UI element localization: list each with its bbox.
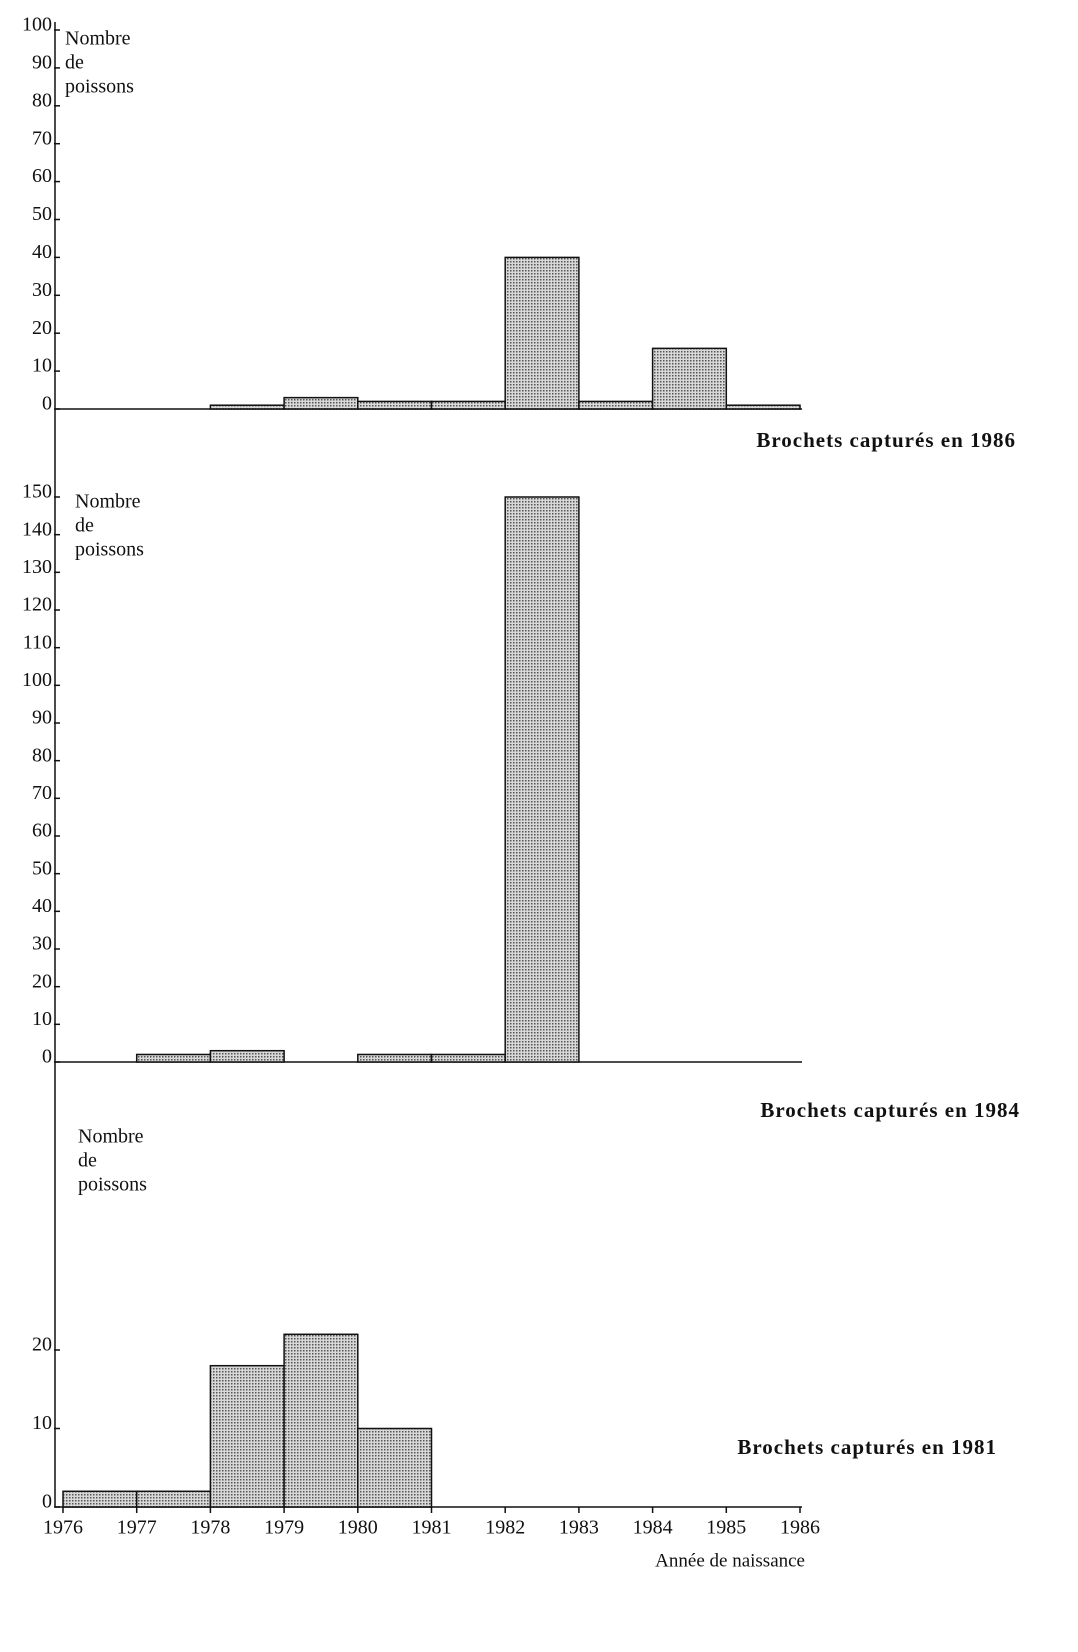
y-tick-label: 70: [32, 782, 52, 804]
bar: [430, 400, 506, 410]
y-axis-label: Nombre: [65, 28, 131, 50]
y-axis-label: poissons: [65, 76, 134, 98]
y-tick-label: 150: [22, 481, 52, 503]
y-tick-label: 80: [32, 89, 52, 111]
chart-title: Brochets capturés en 1984: [760, 1098, 1020, 1122]
y-tick-label: 20: [32, 1334, 52, 1356]
x-tick-label: 1978: [190, 1517, 230, 1539]
x-tick-label: 1980: [338, 1517, 378, 1539]
bar: [135, 1490, 212, 1508]
y-axis-label: Nombre: [78, 1126, 144, 1148]
bar: [357, 400, 433, 410]
y-tick-label: 0: [42, 1046, 52, 1068]
bar: [504, 256, 580, 410]
y-tick-label: 90: [32, 51, 52, 73]
y-tick-label: 50: [32, 203, 52, 225]
y-tick-label: 100: [22, 669, 52, 691]
y-tick-label: 30: [32, 279, 52, 301]
y-tick-label: 60: [32, 165, 52, 187]
bar: [62, 1490, 138, 1508]
x-tick-label: 1982: [485, 1517, 525, 1539]
x-tick-label: 1979: [264, 1517, 304, 1539]
y-axis-label: poissons: [78, 1174, 147, 1196]
y-tick-label: 120: [22, 594, 52, 616]
bar: [283, 1333, 359, 1508]
y-tick-label: 0: [42, 1491, 52, 1513]
x-tick-label: 1983: [559, 1517, 599, 1539]
x-axis-label: Année de naissance: [655, 1550, 805, 1571]
bar: [725, 404, 801, 410]
chart-title: Brochets capturés en 1986: [756, 428, 1016, 452]
x-tick-label: 1976: [43, 1517, 83, 1539]
bar: [651, 347, 728, 410]
y-axis-label: Nombre: [75, 491, 141, 513]
x-tick-label: 1984: [633, 1517, 673, 1539]
y-tick-label: 110: [23, 631, 52, 653]
y-tick-label: 50: [32, 857, 52, 879]
y-axis-label: de: [78, 1150, 97, 1172]
chart-title: Brochets capturés en 1981: [737, 1435, 997, 1459]
y-tick-label: 70: [32, 127, 52, 149]
y-tick-label: 40: [32, 241, 52, 263]
y-tick-label: 80: [32, 744, 52, 766]
y-tick-label: 10: [32, 355, 52, 377]
y-tick-label: 100: [22, 14, 52, 36]
x-tick-label: 1981: [412, 1517, 452, 1539]
bar: [504, 496, 580, 1063]
x-tick-label: 1986: [780, 1517, 820, 1539]
bar: [578, 400, 654, 410]
bar: [209, 1364, 285, 1508]
y-tick-label: 0: [42, 393, 52, 415]
y-axis-label: de: [65, 52, 84, 74]
y-tick-label: 10: [32, 1008, 52, 1030]
bar: [357, 1053, 433, 1063]
y-tick-label: 30: [32, 933, 52, 955]
y-axis-label: de: [75, 515, 94, 537]
y-tick-label: 90: [32, 707, 52, 729]
y-tick-label: 10: [32, 1412, 52, 1434]
y-tick-label: 130: [22, 556, 52, 578]
bar: [135, 1053, 212, 1063]
bar: [209, 1049, 285, 1063]
y-tick-label: 140: [22, 518, 52, 540]
bar: [430, 1053, 506, 1063]
bar: [283, 396, 359, 410]
y-tick-label: 20: [32, 317, 52, 339]
x-tick-label: 1977: [117, 1517, 157, 1539]
y-tick-label: 40: [32, 895, 52, 917]
bar: [357, 1427, 433, 1508]
bar: [209, 404, 285, 410]
y-tick-label: 60: [32, 820, 52, 842]
y-tick-label: 20: [32, 970, 52, 992]
x-tick-label: 1985: [706, 1517, 746, 1539]
y-axis-label: poissons: [75, 539, 144, 561]
